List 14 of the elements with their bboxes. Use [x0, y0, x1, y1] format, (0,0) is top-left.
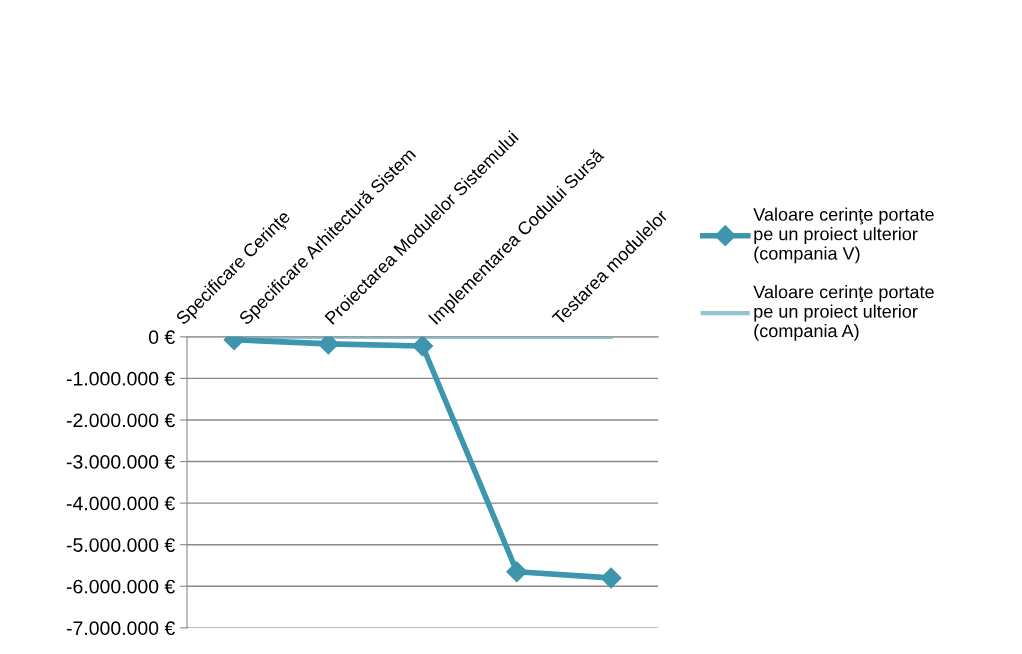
y-tick-label: -4.000.000 €	[66, 496, 175, 511]
point	[412, 336, 434, 357]
y-tick-label: -7.000.000 €	[66, 621, 175, 636]
y-tick-label: 0 €	[148, 330, 175, 345]
y-tick-label: -2.000.000 €	[66, 413, 175, 428]
y-tick-label: -6.000.000 €	[66, 579, 175, 594]
y-tick-label: -3.000.000 €	[66, 455, 175, 469]
point	[600, 567, 622, 589]
legend-label: Valoare cerinţe portate pe un proiect ulterior (compania A)	[753, 285, 934, 341]
legend-label: Valoare cerinţe portate pe un proiect ulterior (compania V)	[753, 207, 934, 264]
y-tick-label: -1.000.000 €	[66, 371, 175, 386]
point	[317, 336, 339, 355]
point	[506, 561, 528, 583]
y-tick-label: -5.000.000 €	[66, 538, 175, 552]
